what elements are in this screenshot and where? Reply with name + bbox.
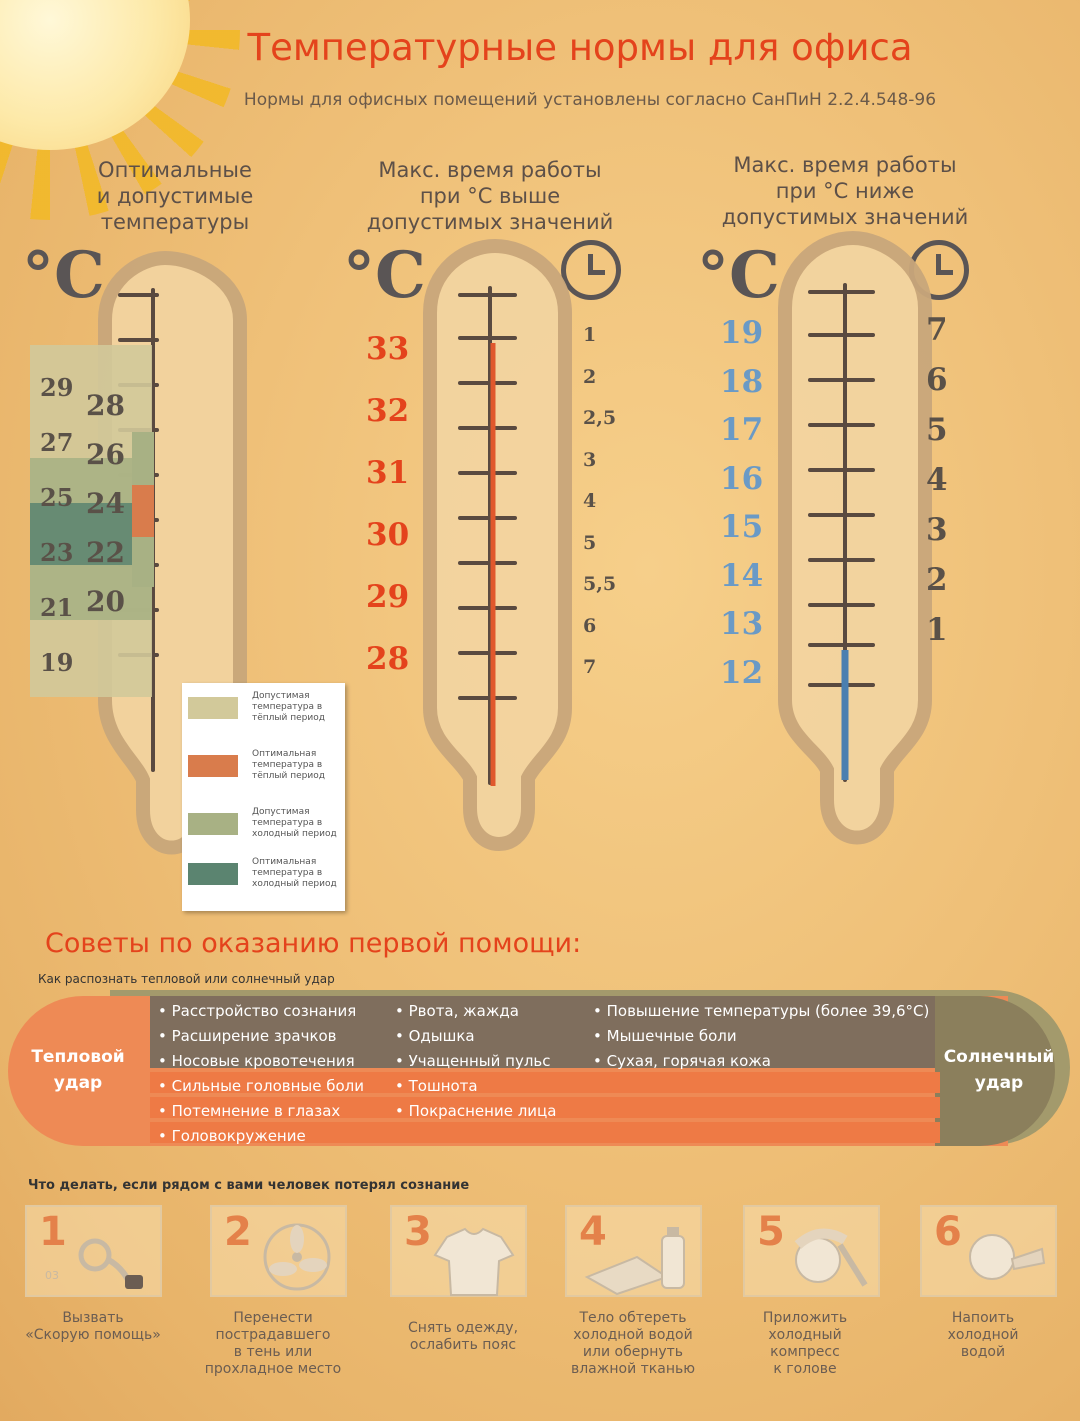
column-1-heading: Оптимальные и допустимые температуры bbox=[96, 158, 254, 234]
page-subtitle: Нормы для офисных помещений установлены … bbox=[243, 90, 937, 110]
step-4: 4 bbox=[565, 1205, 702, 1297]
first-aid-title: Советы по оказанию первой помощи: bbox=[45, 928, 582, 959]
symptoms-col-1: • Расстройство сознания • Расширение зра… bbox=[158, 1002, 364, 1145]
phone-icon bbox=[78, 1238, 143, 1289]
legend-swatch bbox=[188, 813, 238, 835]
celsius-symbol: °С bbox=[697, 238, 780, 313]
legend-swatch bbox=[188, 697, 238, 719]
column-3-heading: Макс. время работы при °С ниже допустимых … bbox=[721, 153, 969, 229]
unconscious-title: Что делать, если рядом с вами человек по… bbox=[28, 1178, 470, 1193]
step-6: 6 bbox=[920, 1205, 1057, 1297]
clock-icon bbox=[561, 240, 621, 300]
step-4-caption: Тело обтереть холодной водой или обернуть… bbox=[570, 1310, 696, 1377]
step-5: 5 bbox=[743, 1205, 880, 1297]
compress-icon bbox=[794, 1228, 868, 1287]
legend-swatch bbox=[188, 755, 238, 777]
towel-bottle-icon bbox=[584, 1227, 685, 1296]
thermometer-high bbox=[423, 238, 572, 851]
optimal-cold-range bbox=[30, 503, 152, 565]
optimal-scale-right: 28 26 24 22 20 bbox=[86, 389, 125, 618]
page-title: Температурные нормы для офиса bbox=[247, 26, 913, 69]
shirt-icon bbox=[433, 1227, 515, 1296]
fan-icon bbox=[263, 1223, 331, 1291]
symptom-band bbox=[150, 1097, 940, 1118]
thermometer-low bbox=[778, 230, 932, 845]
celsius-symbol: °С bbox=[22, 238, 105, 313]
symptom-band-shared bbox=[150, 996, 940, 1068]
column-2-heading: Макс. время работы при °С выше допустимых … bbox=[366, 158, 614, 234]
step-5-caption: Приложить холодный компресс к голове bbox=[762, 1310, 848, 1377]
step-3: 3 bbox=[390, 1205, 527, 1297]
legend: Допустимая температура в тёплый период О… bbox=[182, 683, 345, 911]
celsius-symbol: °С bbox=[343, 238, 426, 313]
step-1: 1 03 bbox=[25, 1205, 162, 1297]
step-6-caption: Напоить холодной водой bbox=[947, 1310, 1019, 1360]
optimal-warm-marker bbox=[132, 485, 154, 537]
symptom-band bbox=[150, 1072, 940, 1093]
sunstroke-label: Солнечный удар bbox=[943, 1047, 1055, 1093]
high-temp-scale: 33 32 31 30 29 28 bbox=[366, 331, 410, 677]
step-1-caption: Вызвать «Скорую помощь» bbox=[25, 1310, 161, 1343]
first-aid-subtitle: Как распознать тепловой или солнечный уд… bbox=[38, 972, 335, 986]
symptom-band bbox=[150, 1122, 940, 1143]
step-2: 2 bbox=[210, 1205, 347, 1297]
symptoms-col-3: • Повышение температуры (более 39,6°С) •… bbox=[593, 1002, 930, 1070]
sunstroke-cap bbox=[935, 996, 1055, 1146]
step-3-caption: Снять одежду, ослабить пояс bbox=[407, 1320, 519, 1353]
optimal-scale-left: 29 27 25 23 21 19 bbox=[40, 373, 74, 677]
symptoms-col-2: • Рвота, жажда • Одышка • Учащенный пуль… bbox=[395, 1002, 557, 1120]
legend-swatch bbox=[188, 863, 238, 885]
step-2-caption: Перенести пострадавшего в тень или прохлад… bbox=[204, 1310, 342, 1377]
low-temp-scale: 19 18 17 16 15 14 13 12 bbox=[720, 315, 764, 691]
drinking-icon bbox=[969, 1234, 1046, 1280]
heatstroke-label: Тепловой удар bbox=[31, 1047, 125, 1093]
